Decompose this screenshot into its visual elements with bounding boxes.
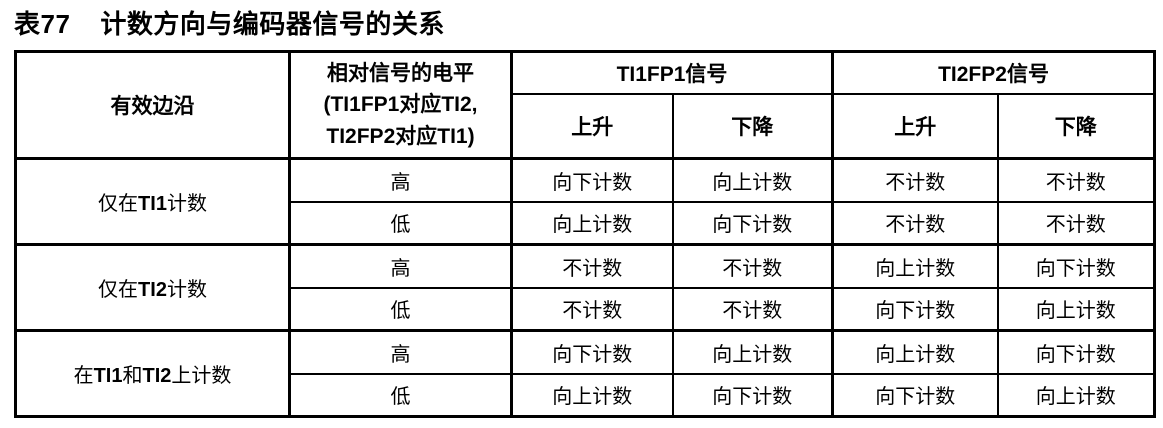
level-cell: 低 [288, 372, 513, 418]
header-ti1fp1-falling: 下降 [671, 92, 834, 160]
count-cell: 向下计数 [831, 286, 999, 332]
count-cell: 不计数 [671, 286, 834, 332]
count-cell: 向上计数 [996, 286, 1156, 332]
table-row: 低 向上计数 向下计数 向下计数 向上计数 [16, 372, 1156, 418]
table-row: 低 向上计数 向下计数 不计数 不计数 [16, 200, 1156, 246]
count-cell: 向上计数 [671, 329, 834, 375]
count-cell: 不计数 [510, 286, 674, 332]
count-cell: 向上计数 [671, 157, 834, 203]
table-row: 仅在TI2计数 高 不计数 不计数 向上计数 向下计数 [14, 243, 1156, 332]
header-group-ti1fp1: TI1FP1信号 [509, 50, 834, 95]
count-cell: 向下计数 [671, 200, 834, 246]
header-active-edge: 有效边沿 [14, 50, 291, 160]
count-cell: 向下计数 [510, 329, 674, 375]
level-cell: 低 [288, 286, 513, 332]
count-cell: 向下计数 [671, 372, 834, 418]
edge-label: 在TI1和TI2上计数 [14, 329, 291, 418]
table-title-text: 计数方向与编码器信号的关系 [100, 9, 445, 39]
encoder-signal-table: 有效边沿 相对信号的电平 (TI1FP1对应TI2, TI2FP2对应TI1) … [14, 50, 1157, 418]
level-cell: 高 [288, 329, 513, 375]
level-cell: 高 [288, 157, 513, 203]
level-cell: 高 [288, 243, 513, 289]
table-row: 仅在TI1计数 高 向下计数 向上计数 不计数 不计数 [14, 157, 1156, 246]
level-cell: 低 [288, 200, 513, 246]
count-cell: 向上计数 [831, 243, 999, 289]
table-title-number: 表77 [14, 9, 71, 39]
count-cell: 向下计数 [831, 372, 999, 418]
count-cell: 向上计数 [831, 329, 999, 375]
count-cell: 向上计数 [996, 372, 1156, 418]
header-group-ti2fp2: TI2FP2信号 [831, 50, 1156, 95]
count-cell: 向下计数 [996, 243, 1156, 289]
count-cell: 不计数 [831, 200, 999, 246]
count-cell: 向下计数 [996, 329, 1156, 375]
table-title: 表77 计数方向与编码器信号的关系 [14, 4, 445, 41]
edge-label: 仅在TI2计数 [14, 243, 291, 332]
count-cell: 不计数 [831, 157, 999, 203]
count-cell: 不计数 [996, 157, 1156, 203]
header-relative-level: 相对信号的电平 (TI1FP1对应TI2, TI2FP2对应TI1) [288, 50, 513, 160]
count-cell: 不计数 [510, 243, 674, 289]
edge-label: 仅在TI1计数 [14, 157, 291, 246]
count-cell: 向上计数 [510, 200, 674, 246]
header-ti2fp2-falling: 下降 [996, 92, 1156, 160]
count-cell: 不计数 [996, 200, 1156, 246]
count-cell: 不计数 [671, 243, 834, 289]
table-row: 在TI1和TI2上计数 高 向下计数 向上计数 向上计数 向下计数 [14, 329, 1156, 418]
count-cell: 向下计数 [510, 157, 674, 203]
header-ti1fp1-rising: 上升 [510, 92, 674, 160]
count-cell: 向上计数 [510, 372, 674, 418]
table-row: 低 不计数 不计数 向下计数 向上计数 [16, 286, 1156, 332]
header-ti2fp2-rising: 上升 [831, 92, 999, 160]
